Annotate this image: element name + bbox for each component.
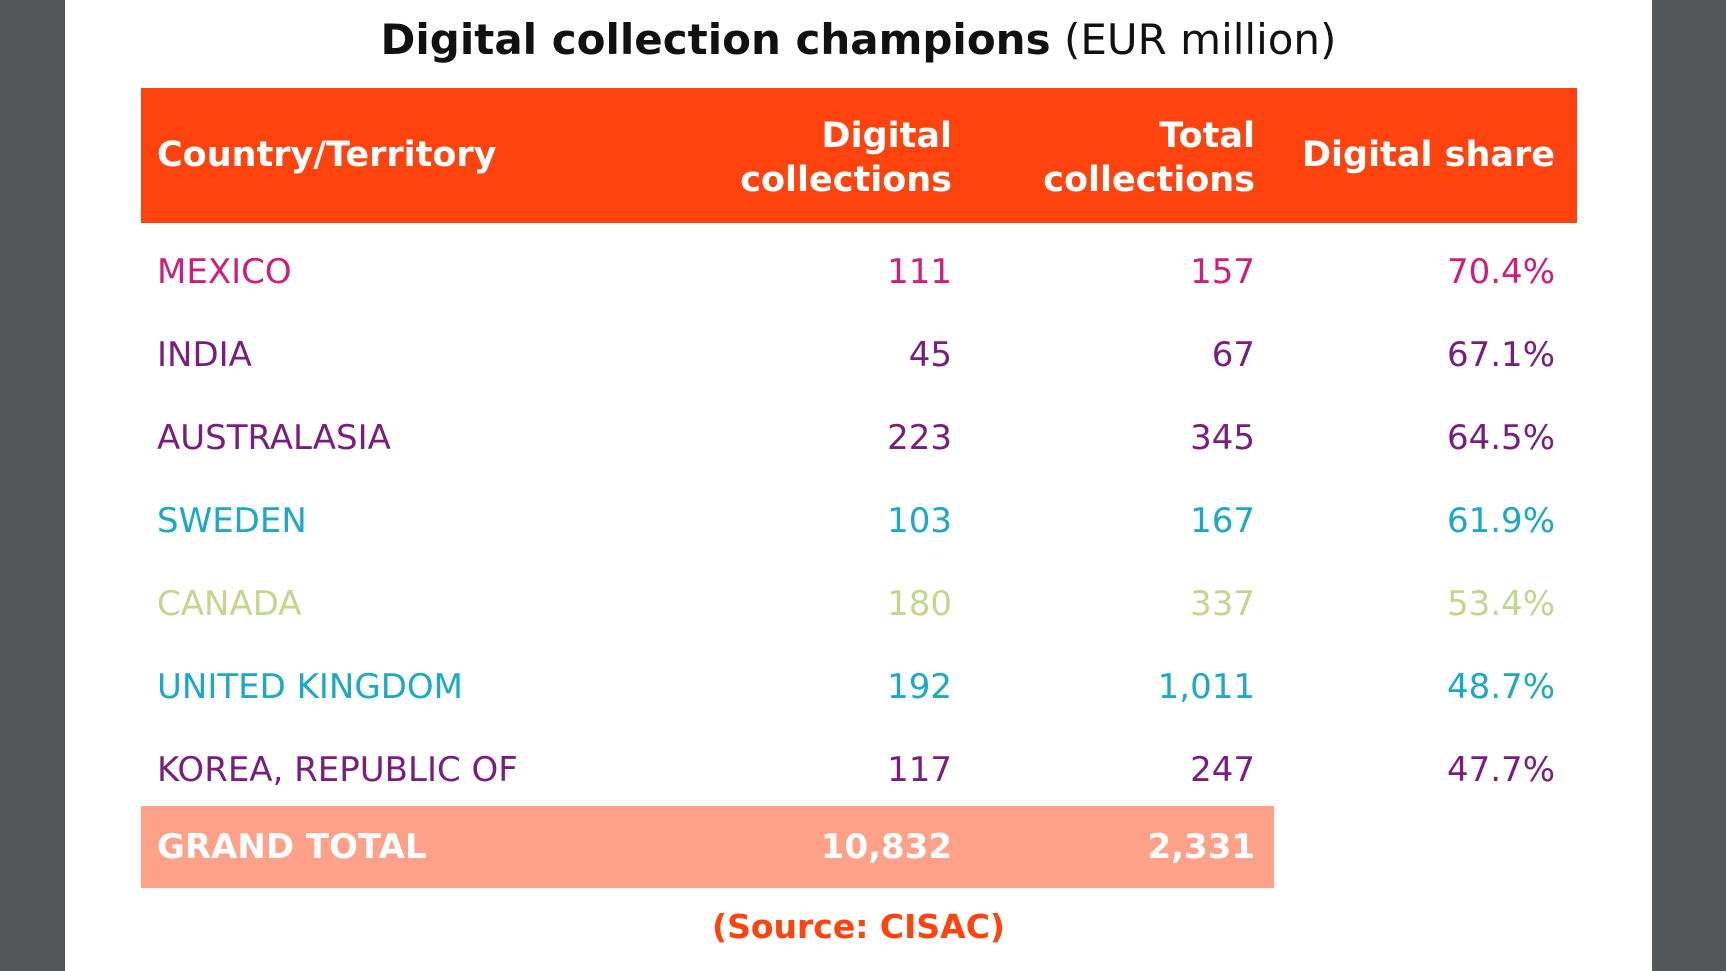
table-row: CANADA 180 337 53.4% — [141, 563, 1577, 646]
header-total-line2: collections — [1043, 160, 1255, 200]
cell-share: 48.7% — [1446, 667, 1555, 707]
cell-country: AUSTRALASIA — [157, 418, 391, 458]
title-main: Digital collection champions — [380, 15, 1051, 64]
header-digital-line2: collections — [740, 160, 952, 200]
cell-digital: 111 — [887, 252, 952, 292]
cell-country: MEXICO — [157, 252, 292, 292]
cell-total: 345 — [1190, 418, 1255, 458]
grand-total-label: GRAND TOTAL — [157, 827, 427, 867]
header-country: Country/Territory — [157, 135, 497, 175]
cell-share: 70.4% — [1446, 252, 1555, 292]
cell-share: 53.4% — [1446, 584, 1555, 624]
cell-country: UNITED KINGDOM — [157, 667, 463, 707]
cell-share: 67.1% — [1446, 335, 1555, 375]
header-total-line1: Total — [1159, 116, 1255, 156]
header-digital-line1: Digital — [821, 116, 952, 156]
table-header: Country/Territory Digital collections To… — [141, 88, 1577, 223]
cell-total: 157 — [1190, 252, 1255, 292]
cell-total: 247 — [1190, 750, 1255, 790]
header-total-collections: Total collections — [1043, 114, 1255, 202]
cell-digital: 192 — [887, 667, 952, 707]
cell-share: 47.7% — [1446, 750, 1555, 790]
grand-total-row: GRAND TOTAL 10,832 2,331 — [141, 806, 1274, 888]
source-note: (Source: CISAC) — [711, 907, 1006, 946]
cell-share: 61.9% — [1446, 501, 1555, 541]
header-digital-collections: Digital collections — [740, 114, 952, 202]
grand-total-total: 2,331 — [1147, 827, 1255, 867]
table-row: MEXICO 111 157 70.4% — [141, 231, 1577, 314]
header-digital-share: Digital share — [1302, 135, 1555, 175]
cell-digital: 117 — [887, 750, 952, 790]
grand-total-digital: 10,832 — [820, 827, 952, 867]
cell-total: 1,011 — [1157, 667, 1255, 707]
title-unit: (EUR million) — [1063, 15, 1337, 64]
cell-country: SWEDEN — [157, 501, 307, 541]
cell-country: KOREA, REPUBLIC OF — [157, 750, 518, 790]
table-row: SWEDEN 103 167 61.9% — [141, 480, 1577, 563]
document-page: Digital collection champions (EUR millio… — [65, 0, 1652, 971]
page-title: Digital collection champions (EUR millio… — [65, 12, 1652, 68]
cell-country: INDIA — [157, 335, 252, 375]
cell-digital: 180 — [887, 584, 952, 624]
cell-digital: 223 — [887, 418, 952, 458]
table-row: UNITED KINGDOM 192 1,011 48.7% — [141, 646, 1577, 729]
cell-digital: 45 — [908, 335, 952, 375]
cell-country: CANADA — [157, 584, 302, 624]
cell-total: 167 — [1190, 501, 1255, 541]
table-row: AUSTRALASIA 223 345 64.5% — [141, 397, 1577, 480]
cell-share: 64.5% — [1446, 418, 1555, 458]
table-row: KOREA, REPUBLIC OF 117 247 47.7% — [141, 729, 1577, 812]
table-row: INDIA 45 67 67.1% — [141, 314, 1577, 397]
cell-total: 67 — [1211, 335, 1255, 375]
cell-total: 337 — [1190, 584, 1255, 624]
cell-digital: 103 — [887, 501, 952, 541]
